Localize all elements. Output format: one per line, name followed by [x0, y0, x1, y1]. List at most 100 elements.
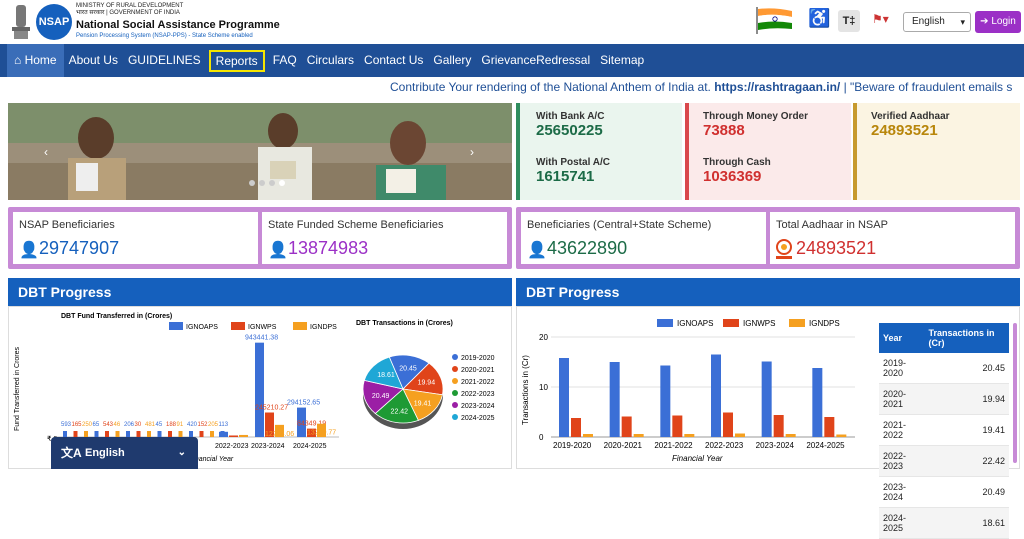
language-icon[interactable]: ⚑▾: [872, 12, 889, 26]
table-header-transactions: Transactions in (Cr): [924, 323, 1009, 353]
money-order-value: 73888: [703, 122, 745, 139]
cash-value: 1036369: [703, 168, 762, 185]
data-label: 12214.06: [265, 431, 294, 438]
legend-label: 2020-2021: [461, 367, 495, 374]
table-header-year: Year: [879, 323, 925, 353]
nav-sitemap[interactable]: Sitemap: [600, 53, 645, 67]
cash-label: Through Cash: [703, 157, 771, 168]
nav-circulars[interactable]: Circulars: [306, 53, 355, 67]
legend-label: 2021-2022: [461, 379, 495, 386]
small-bar: [94, 431, 99, 437]
text-size-button[interactable]: T‡: [838, 10, 860, 32]
data-label: 245210.27: [255, 405, 288, 412]
bar: [609, 362, 620, 437]
legend-dot: [452, 414, 458, 420]
small-bar: [189, 431, 193, 437]
x-tick-label: 2021-2022: [654, 441, 693, 450]
x-tick-label: 2024-2025: [806, 441, 845, 450]
small-bar: [115, 431, 120, 437]
ticker-link[interactable]: https://rashtragaan.in/: [714, 80, 841, 94]
translate-icon: 文A: [61, 446, 82, 460]
data-label: 46: [114, 422, 121, 428]
data-label: 65: [93, 422, 100, 428]
table-cell-year: 2019-2020: [879, 353, 925, 384]
small-bar: [168, 431, 172, 437]
accessibility-icon[interactable]: ♿: [808, 8, 831, 28]
table-scrollbar[interactable]: [1013, 323, 1017, 463]
nav-guidelines[interactable]: GUIDELINES: [127, 53, 201, 67]
y-tick-label: 20: [539, 333, 548, 342]
table-cell-value: 20.49: [924, 476, 1009, 508]
x-tick-label: 2023-2024: [251, 443, 285, 450]
data-label: 45: [156, 422, 163, 428]
pie-slice: [388, 354, 430, 390]
verified-aadhaar-label: Verified Aadhaar: [871, 111, 950, 122]
bar: [812, 368, 823, 437]
language-select[interactable]: English ▾: [903, 12, 971, 32]
main-nav: ⌂ Home About Us GUIDELINES Reports FAQ C…: [0, 44, 1024, 77]
bank-stat-card: With Bank A/C 25650225 With Postal A/C 1…: [516, 103, 682, 200]
data-label: 30: [135, 422, 142, 428]
ticker-text: Contribute Your rendering of the Nationa…: [390, 80, 715, 94]
small-bar: [84, 431, 88, 437]
nsap-beneficiaries-value: 29747907: [39, 238, 120, 258]
nav-contact-us[interactable]: Contact Us: [364, 53, 424, 67]
data-label: 481: [145, 422, 156, 428]
postal-label: With Postal A/C: [536, 157, 610, 168]
small-bar: [136, 431, 141, 437]
small-bar: [178, 431, 183, 437]
bar: [559, 358, 569, 437]
nav-reports[interactable]: Reports: [208, 49, 265, 72]
nav-gallery[interactable]: Gallery: [433, 53, 472, 67]
table-row: 2024-2025 18.61: [879, 507, 1009, 539]
nsap-beneficiaries-card: NSAP Beneficiaries 👤 29747907: [13, 212, 258, 264]
legend-swatch: [169, 322, 183, 330]
bar: [265, 412, 274, 437]
nav-about-us[interactable]: About Us: [68, 53, 118, 67]
nav-home[interactable]: ⌂ Home: [7, 44, 64, 77]
transactions-bar-chart: IGNOAPS IGNWPS IGNDPS Transactions in (Cr) 0…: [521, 319, 855, 463]
postal-value: 1615741: [536, 168, 595, 185]
data-label: 294152.65: [287, 400, 320, 407]
small-bar: [63, 431, 67, 437]
total-aadhaar-value: 24893521: [796, 238, 877, 258]
small-bar: [210, 431, 214, 437]
legend-swatch: [657, 319, 673, 327]
data-label: 206: [124, 422, 135, 428]
bar: [836, 434, 847, 437]
nav-grievance-redressal[interactable]: GrievanceRedressal: [481, 53, 591, 67]
y-axis-label: Transactions in (Cr): [521, 355, 530, 425]
x-axis-label: Financial Year: [189, 456, 234, 463]
small-bar: [105, 431, 109, 437]
data-label: 250: [82, 422, 93, 428]
pie-title: DBT Transactions in (Crores): [356, 320, 453, 327]
programme-title: National Social Assistance Programme: [76, 19, 280, 31]
nav-faq[interactable]: FAQ: [272, 53, 297, 67]
legend-dot: [452, 390, 458, 396]
bar: [824, 417, 835, 437]
nsap-logo[interactable]: NSAP: [36, 4, 72, 40]
legend-label: 2022-2023: [461, 391, 495, 398]
bar: [307, 428, 316, 437]
verified-aadhaar-value: 24893521: [871, 122, 938, 139]
bar: [571, 418, 581, 437]
legend-dot: [452, 354, 458, 360]
beneficiaries-panel-right: Beneficiaries (Central+State Scheme) 👤 4…: [516, 207, 1020, 269]
x-tick-label: 2020-2021: [604, 441, 643, 450]
image-slider[interactable]: ‹ ›: [8, 103, 512, 200]
bar: [735, 433, 745, 437]
bar: [660, 365, 671, 437]
table-cell-year: 2023-2024: [879, 476, 925, 508]
pie-slice: [362, 379, 404, 415]
login-button[interactable]: ➔ Login: [975, 11, 1021, 33]
user-icon: 👤: [19, 242, 39, 259]
svg-text:‹: ‹: [44, 145, 48, 159]
data-label: 91: [177, 422, 184, 428]
combined-beneficiaries-label: Beneficiaries (Central+State Scheme): [527, 219, 712, 231]
english-language-widget[interactable]: 文A English ⌄: [51, 437, 198, 469]
bar: [711, 354, 721, 437]
table-cell-value: 19.41: [924, 414, 1009, 446]
total-aadhaar-label: Total Aadhaar in NSAP: [776, 219, 888, 231]
y-tick-label: 10: [539, 383, 548, 392]
small-bar: [199, 431, 204, 437]
